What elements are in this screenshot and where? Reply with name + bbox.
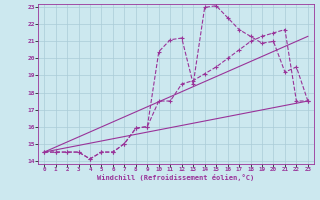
X-axis label: Windchill (Refroidissement éolien,°C): Windchill (Refroidissement éolien,°C) (97, 174, 255, 181)
